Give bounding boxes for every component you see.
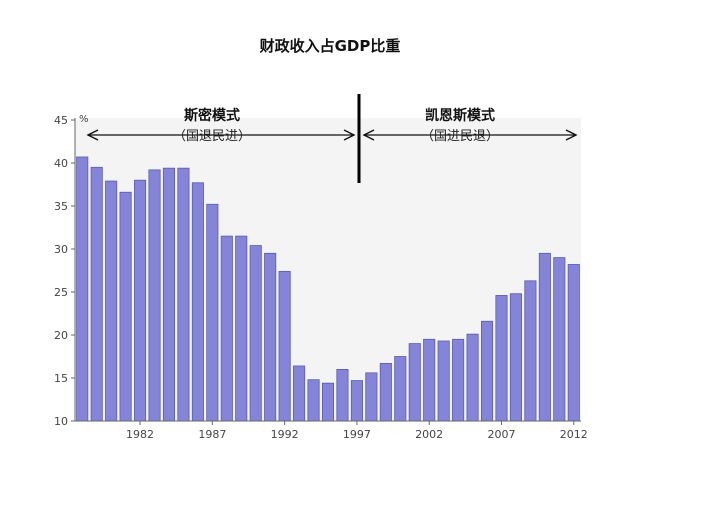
bar-2006	[480, 320, 494, 422]
bar-2009	[524, 280, 537, 422]
bar-1979	[90, 166, 103, 422]
bar-1990	[249, 245, 262, 422]
bar-1989	[235, 235, 248, 422]
x-tick-label-1997: 1997	[343, 428, 371, 441]
x-tick-label-2012: 2012	[560, 428, 588, 441]
chart-title: 财政收入占GDP比重	[260, 37, 401, 55]
bar-1981	[119, 191, 132, 422]
bar-2002	[423, 338, 436, 422]
y-tick-label-25: 25	[54, 286, 68, 299]
bar-1994	[307, 379, 320, 422]
bar-2010	[538, 252, 551, 422]
bar-1980	[105, 180, 118, 422]
keynes-arrow-head-right	[565, 129, 578, 141]
y-tick-label-15: 15	[54, 372, 68, 385]
bar-1988	[220, 235, 233, 422]
bar-1985	[177, 167, 190, 422]
y-tick-label-40: 40	[54, 157, 68, 170]
keynes-mode-sublabel: （国进民退）	[421, 129, 499, 144]
x-tick-label-1992: 1992	[271, 428, 299, 441]
keynes-arrow-head-left	[362, 129, 375, 141]
keynes-mode-label: 凯恩斯模式	[425, 107, 495, 124]
y-tick-label-30: 30	[54, 243, 68, 256]
bar-1978	[76, 156, 89, 422]
x-tick-label-1987: 1987	[198, 428, 226, 441]
bar-1984	[162, 167, 176, 422]
y-tick-label-10: 10	[54, 415, 68, 428]
bar-2005	[466, 333, 479, 422]
bar-2007	[495, 295, 508, 422]
bar-1998	[365, 372, 378, 422]
annotations: 斯密模式 （国退民进） 凯恩斯模式 （国进民退）	[86, 94, 578, 183]
smith-arrow-head-right	[343, 129, 356, 141]
x-tick-label-1982: 1982	[126, 428, 154, 441]
bar-2012	[567, 264, 580, 422]
bar-1993	[293, 365, 306, 422]
bar-1991	[264, 252, 277, 422]
y-tick-label-20: 20	[54, 329, 68, 342]
bar-2003	[437, 340, 450, 422]
smith-mode-label: 斯密模式	[184, 107, 240, 124]
bar-1983	[148, 169, 161, 422]
bar-1995	[321, 382, 335, 422]
bar-1997	[350, 380, 363, 422]
y-tick-label-45: 45	[54, 114, 68, 127]
bar-2008	[509, 293, 522, 422]
bar-1986	[191, 182, 204, 422]
bar-1999	[379, 362, 392, 422]
bar-2000	[394, 356, 407, 422]
plot-area	[75, 118, 581, 422]
smith-mode-sublabel: （国退民进）	[173, 129, 251, 144]
y-unit-label: %	[79, 114, 89, 125]
x-tick-label-2002: 2002	[415, 428, 443, 441]
smith-arrow-head-left	[86, 129, 99, 141]
axes: 10 15 20 25 30 35 40 45 % 1982 1987 1992 1997 2002 200…	[54, 114, 588, 441]
bar-1992	[278, 270, 291, 422]
y-tick-label-35: 35	[54, 200, 68, 213]
x-tick-label-2007: 2007	[487, 428, 515, 441]
bar-1996	[336, 368, 349, 422]
bar-1987	[206, 203, 219, 422]
bar-2001	[408, 343, 421, 422]
bar-2004	[452, 338, 465, 422]
bar-1982	[134, 179, 147, 422]
bar-2011	[553, 257, 566, 422]
